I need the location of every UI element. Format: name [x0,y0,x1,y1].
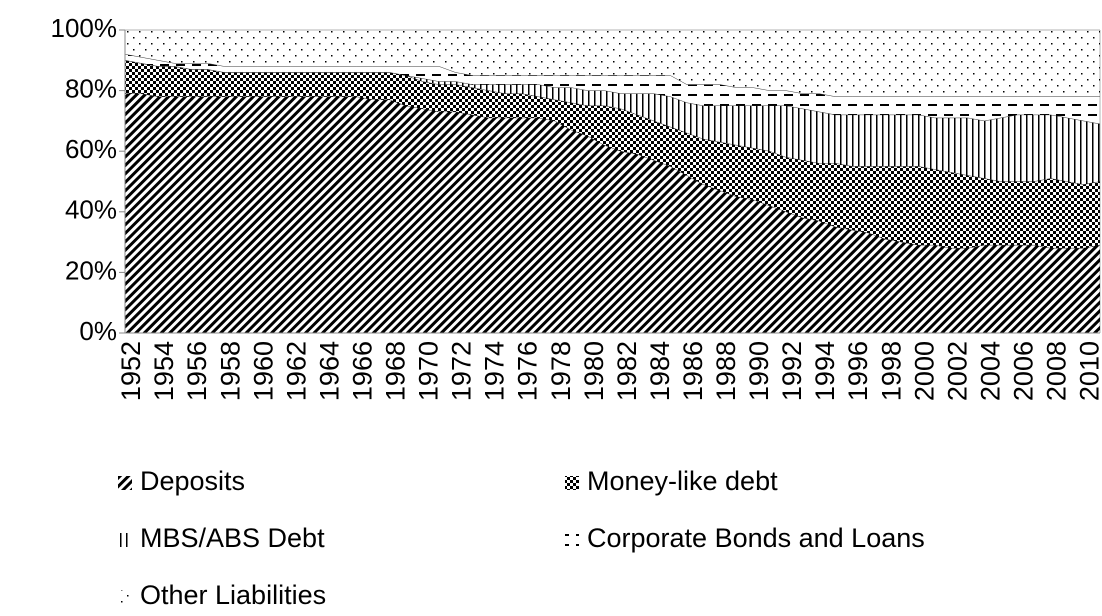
x-tick-label: 1962 [281,341,311,401]
x-tick-label: 1968 [381,341,411,401]
x-tick-label: 1972 [447,341,477,401]
x-tick-label: 1964 [314,341,344,401]
legend-swatch [118,590,132,604]
x-tick-label: 1958 [215,341,245,401]
x-tick-label: 1954 [149,341,179,401]
legend-swatch [118,533,132,547]
legend-swatch [565,476,579,490]
y-tick-label: 80% [65,73,117,103]
x-tick-label: 1988 [711,341,741,401]
x-tick-label: 1956 [182,341,212,401]
x-tick-label: 2006 [1008,341,1038,401]
x-tick-label: 2008 [1042,341,1072,401]
legend-label: Deposits [140,466,245,496]
area [124,29,1101,97]
x-tick-label: 1966 [347,341,377,401]
x-tick-label: 1978 [546,341,576,401]
x-tick-label: 1998 [876,341,906,401]
x-tick-label: 1994 [810,341,840,401]
x-tick-label: 1986 [678,341,708,401]
x-tick-label: 1952 [116,341,146,401]
legend-label: MBS/ABS Debt [140,523,325,553]
x-tick-label: 1976 [513,341,543,401]
legend-label: Corporate Bonds and Loans [587,523,925,553]
x-tick-label: 1992 [777,341,807,401]
x-tick-label: 1974 [480,341,510,401]
x-tick-label: 1982 [612,341,642,401]
x-tick-label: 2002 [942,341,972,401]
y-tick-label: 20% [65,255,117,285]
x-tick-label: 2010 [1075,341,1102,401]
x-tick-label: 2000 [909,341,939,401]
y-tick-label: 100% [51,13,118,43]
y-tick-label: 0% [79,316,117,346]
x-tick-label: 2004 [975,341,1005,401]
legend-label: Other Liabilities [140,580,326,610]
legend-swatch [565,533,579,547]
x-tick-label: 1984 [645,341,675,401]
x-tick-label: 1990 [744,341,774,401]
y-tick-label: 60% [65,134,117,164]
legend-swatch [118,476,132,490]
x-tick-label: 1980 [579,341,609,401]
legend-label: Money-like debt [587,466,778,496]
y-tick-label: 40% [65,195,117,225]
x-tick-label: 1996 [843,341,873,401]
x-tick-label: 1960 [248,341,278,401]
x-tick-label: 1970 [414,341,444,401]
